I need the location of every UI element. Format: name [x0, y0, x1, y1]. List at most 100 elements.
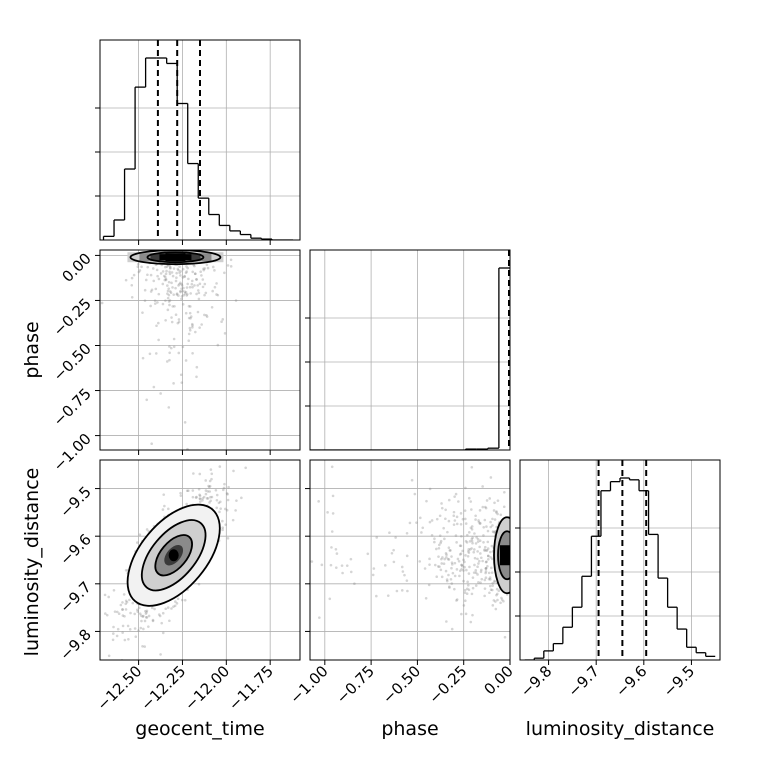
lum-vs-geocent-time-point — [128, 598, 131, 602]
lum-vs-phase-point — [474, 571, 478, 575]
hist-luminosity-distance-xticklabel-3: −9.5 — [660, 662, 698, 700]
lum-vs-phase-point — [467, 551, 471, 554]
lum-vs-phase-point — [468, 565, 471, 569]
phase-vs-geocent-time-points — [100, 250, 238, 503]
lum-vs-phase-point — [495, 587, 499, 591]
phase-vs-geocent-time-point — [161, 302, 165, 306]
phase-vs-geocent-time-point — [200, 274, 203, 277]
lum-vs-phase-point — [479, 552, 482, 555]
lum-vs-phase-point — [455, 568, 459, 571]
lum-vs-geocent-time-point — [136, 541, 139, 544]
lum-vs-phase-point — [496, 598, 499, 602]
phase-vs-geocent-time-point — [198, 326, 201, 329]
lum-vs-phase-point — [447, 558, 451, 561]
lum-vs-phase-point — [503, 490, 506, 494]
lum-vs-geocent-time-point — [164, 607, 168, 611]
lum-vs-phase-point — [460, 612, 463, 616]
lum-vs-geocent-time-point — [227, 485, 230, 489]
phase-vs-geocent-time-point — [170, 320, 174, 324]
lum-vs-phase-xticklabel-1: −0.75 — [333, 662, 378, 707]
lum-vs-phase-point — [405, 579, 409, 582]
phase-vs-geocent-time-point — [183, 275, 186, 279]
lum-vs-geocent-time-point — [225, 508, 229, 512]
lum-vs-phase-point — [485, 560, 488, 563]
phase-vs-geocent-time-point — [169, 267, 172, 270]
phase-vs-geocent-time-point — [141, 311, 144, 314]
lum-vs-phase-point — [489, 520, 492, 524]
lum-vs-geocent-time-point — [175, 602, 179, 605]
phase-vs-geocent-time-point — [164, 265, 167, 269]
lum-vs-phase-point — [492, 509, 496, 512]
x-axis-label-luminosity-distance: luminosity_distance — [526, 718, 715, 740]
lum-vs-phase-point — [371, 573, 375, 577]
lum-vs-phase-point — [456, 557, 460, 561]
lum-vs-geocent-time-point — [192, 472, 195, 475]
lum-vs-phase-point — [428, 557, 431, 561]
phase-vs-geocent-time-point — [191, 285, 194, 289]
phase-vs-geocent-time-point — [177, 268, 180, 272]
phase-vs-geocent-time-point — [152, 279, 156, 283]
lum-vs-phase-point — [394, 536, 397, 539]
lum-vs-geocent-time-point — [113, 610, 117, 613]
lum-vs-phase-point — [437, 543, 441, 547]
phase-vs-geocent-time-point — [174, 313, 178, 316]
lum-vs-geocent-time-point — [133, 627, 137, 630]
phase-vs-geocent-time-point — [193, 284, 196, 287]
lum-vs-phase-point — [491, 588, 494, 592]
phase-vs-geocent-time-point — [195, 278, 198, 281]
lum-vs-geocent-time-point — [201, 499, 204, 502]
lum-vs-phase-point — [480, 577, 484, 581]
lum-vs-phase-point — [478, 539, 482, 543]
lum-vs-geocent-time-point — [183, 598, 187, 602]
lum-vs-geocent-time-point — [112, 625, 115, 629]
phase-vs-geocent-time-point — [168, 290, 172, 293]
lum-vs-phase-point — [375, 594, 378, 598]
lum-vs-geocent-time-point — [198, 494, 202, 498]
phase-vs-geocent-time-point — [180, 381, 184, 384]
phase-vs-geocent-time-point — [157, 277, 161, 281]
lum-vs-geocent-time-point — [244, 466, 247, 470]
lum-vs-geocent-time-point — [208, 501, 211, 504]
lum-vs-geocent-time-point — [185, 502, 188, 506]
phase-vs-geocent-time-point — [185, 265, 188, 268]
lum-vs-phase-point — [496, 592, 499, 596]
lum-vs-phase-point — [478, 559, 481, 563]
lum-vs-geocent-time-point — [141, 615, 145, 618]
lum-vs-phase-point — [484, 567, 488, 570]
phase-vs-geocent-time-point — [205, 313, 208, 317]
lum-vs-phase-point — [467, 572, 471, 575]
lum-vs-phase-point — [457, 559, 461, 563]
lum-vs-phase-point — [486, 554, 490, 558]
lum-vs-phase-point — [479, 556, 483, 560]
lum-vs-geocent-time-point — [179, 494, 183, 497]
lum-vs-phase-point — [465, 568, 468, 572]
lum-vs-geocent-time-point — [208, 490, 211, 493]
phase-vs-geocent-time-point — [178, 265, 181, 268]
lum-vs-geocent-time-point — [222, 486, 226, 490]
lum-vs-phase-point — [490, 566, 493, 570]
lum-vs-geocent-time-point — [111, 632, 115, 635]
lum-vs-phase-point — [326, 511, 329, 514]
phase-vs-geocent-time-point — [144, 278, 148, 282]
lum-vs-phase-point — [331, 494, 335, 498]
lum-vs-geocent-time-point — [208, 479, 212, 483]
phase-vs-geocent-time-point — [174, 279, 178, 283]
lum-vs-phase-point — [486, 564, 489, 568]
lum-vs-phase-point — [486, 547, 490, 550]
lum-vs-phase-point — [495, 511, 498, 514]
phase-vs-geocent-time-point — [193, 272, 197, 276]
phase-vs-geocent-time-point — [161, 282, 165, 286]
lum-vs-phase-point — [471, 586, 475, 590]
lum-vs-phase-point — [481, 505, 485, 509]
phase-vs-geocent-time-point — [179, 269, 182, 273]
lum-vs-geocent-time-point — [151, 618, 155, 622]
lum-vs-phase-point — [392, 548, 395, 552]
lum-vs-phase-point — [484, 576, 488, 580]
hist-geocent-time-bins — [102, 40, 293, 240]
phase-vs-geocent-time-point — [171, 286, 174, 289]
phase-vs-geocent-time-point — [103, 500, 106, 503]
lum-vs-geocent-time-point — [225, 492, 229, 495]
phase-vs-geocent-time-point — [213, 269, 216, 272]
lum-vs-phase-point — [465, 587, 469, 591]
lum-vs-phase-point — [491, 524, 494, 527]
